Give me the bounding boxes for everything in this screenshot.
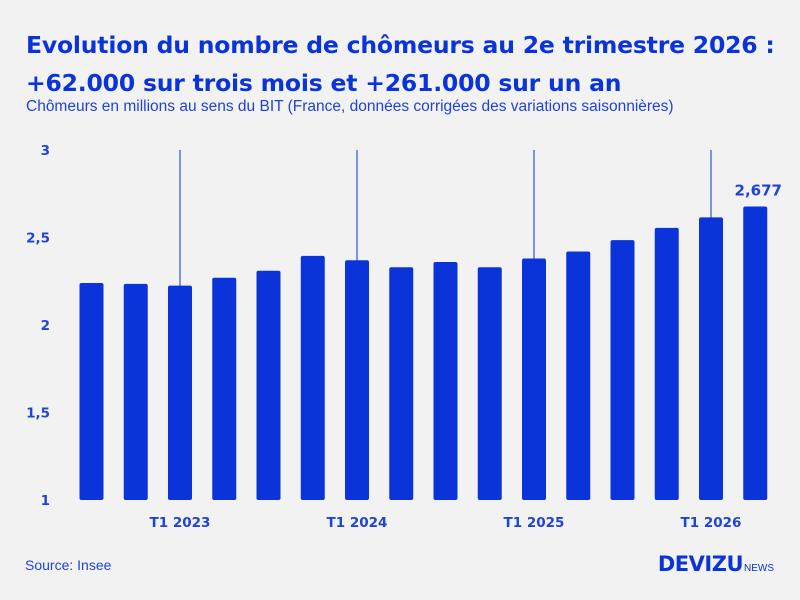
chart-title: Evolution du nombre de chômeurs au 2e tr… bbox=[26, 26, 786, 102]
bar bbox=[256, 270, 281, 500]
bar bbox=[300, 255, 325, 500]
y-tick-label: 1,5 bbox=[26, 406, 50, 422]
bar bbox=[566, 251, 591, 500]
bar bbox=[610, 240, 635, 500]
data-label: 2,677 bbox=[735, 182, 782, 200]
x-tick-label: T1 2024 bbox=[327, 515, 388, 531]
bar bbox=[79, 283, 104, 500]
y-tick-label: 3 bbox=[41, 143, 50, 159]
x-tick-label: T1 2023 bbox=[150, 515, 211, 531]
x-tick-label: T1 2025 bbox=[504, 515, 565, 531]
bar bbox=[477, 267, 502, 500]
y-tick-label: 2 bbox=[41, 318, 50, 334]
bar bbox=[212, 277, 237, 500]
chart-title-line-1: Evolution du nombre de chômeurs au 2e tr… bbox=[26, 31, 775, 59]
brand-logo-sub: NEWS bbox=[744, 563, 774, 574]
chart-subtitle: Chômeurs en millions au sens du BIT (Fra… bbox=[26, 98, 674, 115]
bar bbox=[433, 262, 458, 500]
source-note: Source: Insee bbox=[25, 557, 112, 573]
bar bbox=[389, 267, 414, 500]
x-tick-label: T1 2026 bbox=[681, 515, 742, 531]
bar bbox=[743, 206, 768, 500]
brand-logo-main: DEVIZU bbox=[657, 552, 744, 576]
chart-title-line-2: +62.000 sur trois mois et +261.000 sur u… bbox=[26, 69, 622, 97]
bar bbox=[654, 227, 679, 500]
y-tick-label: 2,5 bbox=[26, 231, 50, 247]
bar bbox=[522, 258, 546, 500]
bar bbox=[345, 260, 369, 500]
bar bbox=[168, 285, 192, 500]
y-tick-label: 1 bbox=[41, 493, 50, 509]
brand-logo: DEVIZU NEWS bbox=[658, 552, 774, 576]
bar bbox=[699, 217, 723, 500]
bar bbox=[123, 283, 148, 500]
